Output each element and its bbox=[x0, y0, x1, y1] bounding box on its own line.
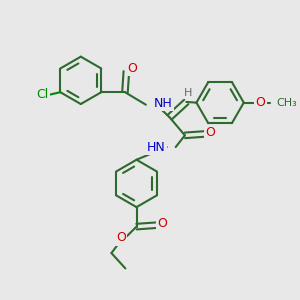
Text: O: O bbox=[128, 62, 137, 75]
Text: O: O bbox=[157, 217, 167, 230]
Text: CH₃: CH₃ bbox=[276, 98, 297, 108]
Text: NH: NH bbox=[154, 97, 172, 110]
Text: H: H bbox=[184, 88, 192, 98]
Text: Cl: Cl bbox=[36, 88, 48, 101]
Text: O: O bbox=[256, 96, 266, 109]
Text: HN: HN bbox=[147, 141, 165, 154]
Text: O: O bbox=[116, 231, 126, 244]
Text: O: O bbox=[206, 126, 215, 139]
